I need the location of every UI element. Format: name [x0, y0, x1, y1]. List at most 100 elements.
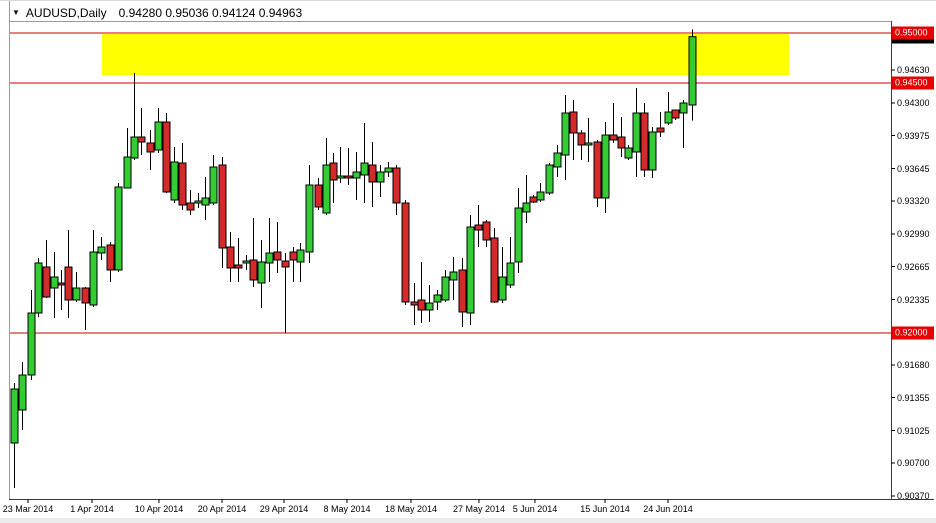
- candle-body: [553, 152, 562, 168]
- time-axis-label: 20 Apr 2014: [197, 504, 247, 514]
- price-axis-label: 0.90370: [897, 491, 930, 501]
- candle-body: [522, 202, 531, 213]
- candle-body: [162, 121, 171, 193]
- candle-body: [498, 276, 507, 301]
- candle-body: [441, 276, 450, 301]
- candle-body: [449, 271, 458, 281]
- price-axis-label: 0.91355: [897, 392, 930, 403]
- bottom-strip: [0, 518, 936, 523]
- candle-body: [296, 249, 305, 263]
- candle-body: [273, 251, 282, 261]
- candle-body: [514, 207, 523, 263]
- candle-body: [50, 276, 59, 289]
- price-axis-label: 0.93320: [897, 196, 930, 206]
- candle-body: [89, 251, 98, 306]
- candle-body: [545, 164, 554, 194]
- time-axis-label: 10 Apr 2014: [134, 504, 184, 514]
- candle-body: [137, 136, 146, 143]
- level-price-tag: 0.94500: [892, 76, 934, 90]
- chart-dropdown-icon: ▼: [12, 8, 20, 17]
- candle-body: [186, 202, 195, 211]
- candle-body: [536, 191, 545, 201]
- candle-body: [584, 142, 593, 146]
- candle-body: [106, 244, 115, 271]
- candle-body: [57, 282, 66, 286]
- candle-body: [688, 36, 697, 106]
- candle-body: [417, 299, 426, 311]
- candle-body: [648, 131, 657, 171]
- candle-body: [624, 147, 633, 159]
- candle-body: [376, 171, 385, 183]
- candle-body: [249, 259, 258, 281]
- candle-body: [18, 374, 27, 411]
- candle-body: [671, 109, 680, 119]
- level-price-tag: 0.95000: [892, 26, 934, 40]
- price-axis-label: 0.92335: [897, 294, 930, 305]
- candle-body: [640, 112, 649, 171]
- highlight-zone: [102, 34, 789, 75]
- candle-body: [466, 226, 475, 314]
- candle-body: [401, 202, 410, 303]
- candle-body: [609, 134, 618, 141]
- candle-body: [322, 164, 331, 214]
- candle-body: [664, 111, 673, 124]
- plot-border-left: [9, 1, 10, 499]
- price-axis-label: 0.94630: [897, 65, 930, 75]
- candle-body: [178, 162, 187, 206]
- price-axis-label: 0.93645: [897, 163, 930, 174]
- candle-body: [561, 112, 570, 156]
- candle-body: [336, 175, 345, 179]
- candle-body: [34, 262, 43, 314]
- time-axis-label: 23 Mar 2014: [2, 504, 54, 514]
- candle-body: [64, 266, 73, 301]
- candle-body: [123, 156, 132, 189]
- candle-body: [329, 162, 338, 181]
- time-axis-label: 27 May 2014: [452, 504, 506, 514]
- candle-body: [617, 136, 626, 149]
- candle-body: [490, 237, 499, 303]
- candle-body: [506, 262, 515, 286]
- chart-info-bar: ▼ AUDUSD,Daily 0.94280 0.95036 0.94124 0…: [12, 5, 302, 21]
- candle-body: [433, 294, 442, 303]
- candle-body: [656, 127, 665, 133]
- candle-body: [201, 197, 210, 206]
- candle-body: [577, 132, 586, 146]
- candle-body: [679, 102, 688, 114]
- candle-body: [305, 184, 314, 253]
- candle-body: [72, 287, 81, 301]
- candle-body: [226, 246, 235, 269]
- candle-body: [154, 121, 163, 151]
- time-axis-label: 29 Apr 2014: [259, 504, 309, 514]
- candle-body: [529, 196, 538, 203]
- time-axis-label: 8 May 2014: [323, 504, 371, 514]
- candle-body: [632, 112, 641, 153]
- candle-body: [410, 301, 419, 306]
- time-axis-label: 24 Jun 2014: [643, 504, 693, 514]
- time-axis-label: 5 Jun 2014: [512, 504, 558, 514]
- candle-body: [257, 261, 266, 284]
- ohlc-readout: 0.94280 0.95036 0.94124 0.94963: [118, 6, 303, 20]
- candle-body: [458, 269, 467, 313]
- candle-body: [344, 175, 353, 179]
- candle-body: [265, 252, 274, 264]
- candle-body: [569, 111, 578, 134]
- level-price-tag: 0.92000: [892, 326, 934, 340]
- candle-body: [10, 388, 19, 444]
- price-axis-label: 0.92990: [897, 229, 930, 239]
- candle-body: [368, 164, 377, 183]
- candle-body: [601, 134, 610, 199]
- candle-body: [281, 260, 290, 268]
- price-axis-label: 0.92665: [897, 261, 930, 272]
- candle-body: [425, 302, 434, 311]
- price-axis-label: 0.93975: [897, 130, 930, 141]
- price-axis-label: 0.90700: [897, 458, 930, 468]
- candle-body: [392, 167, 401, 204]
- symbol-period-label: AUDUSD,Daily: [25, 6, 107, 20]
- candle-body: [352, 171, 361, 179]
- candle-body: [97, 246, 106, 254]
- time-axis-label: 1 Apr 2014: [70, 504, 114, 514]
- candle-body: [81, 287, 90, 304]
- candle-body: [114, 186, 123, 271]
